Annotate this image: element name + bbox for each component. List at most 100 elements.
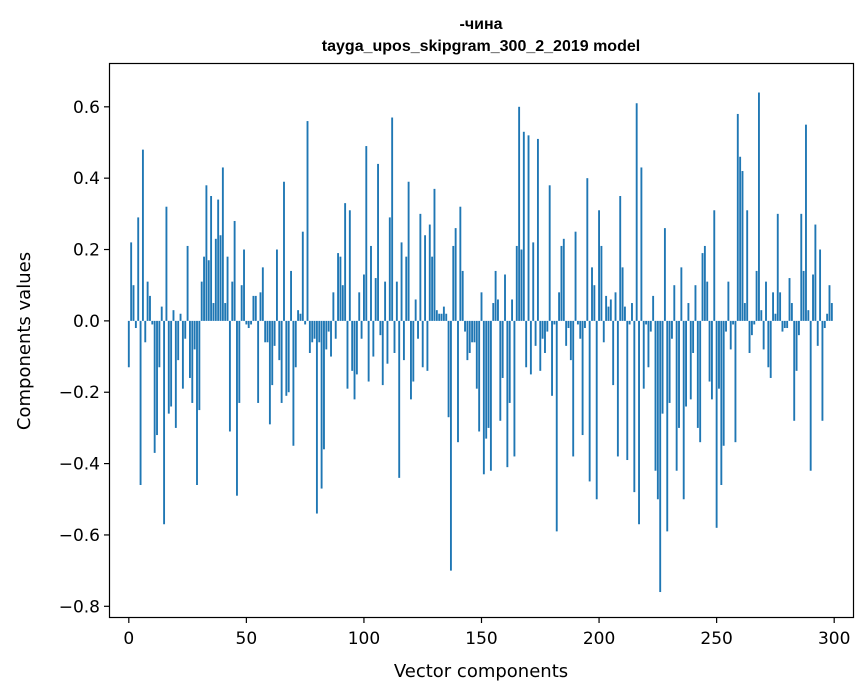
bar (424, 235, 427, 321)
bar (207, 260, 210, 321)
bar (217, 199, 220, 321)
bar (377, 163, 379, 321)
bar (659, 320, 662, 593)
bar (661, 320, 664, 414)
x-tick-label: 300 (818, 629, 850, 649)
bar (706, 281, 709, 321)
bar (184, 320, 187, 339)
bar (158, 320, 161, 368)
bar (685, 320, 687, 407)
bar (172, 310, 175, 321)
bar (351, 320, 354, 371)
bar (668, 320, 671, 403)
bar (160, 306, 163, 321)
bar (671, 320, 673, 339)
bar (304, 320, 307, 325)
bar (567, 320, 570, 329)
bar (802, 270, 805, 321)
bar (729, 320, 732, 350)
bar (139, 320, 142, 485)
bar (278, 320, 281, 361)
bar (203, 256, 205, 321)
bar (325, 320, 328, 350)
bar (595, 320, 598, 500)
bar (536, 138, 539, 321)
bar (692, 320, 695, 353)
bar (779, 292, 782, 321)
bar (210, 196, 213, 321)
bar (398, 320, 401, 478)
bar (506, 320, 509, 468)
bar (532, 242, 535, 321)
bar (250, 320, 253, 325)
bar (360, 320, 363, 339)
bar (485, 320, 488, 439)
bar (640, 167, 643, 321)
bar (739, 156, 742, 321)
bar (346, 320, 349, 389)
bar (638, 320, 640, 525)
bar (774, 313, 777, 321)
bar (311, 320, 314, 343)
bar (454, 228, 457, 321)
bar (153, 320, 156, 453)
bar (703, 245, 706, 321)
bar (612, 320, 615, 386)
bar (191, 320, 194, 403)
bar (748, 320, 751, 353)
bar (654, 320, 657, 471)
x-tick-label: 150 (465, 629, 497, 649)
bar (482, 320, 485, 475)
bar (174, 320, 177, 428)
x-tick-label: 250 (700, 629, 732, 649)
bar (626, 320, 629, 461)
bar (642, 320, 645, 389)
bar (466, 320, 469, 361)
bar (252, 295, 255, 321)
bar (285, 320, 288, 396)
bar (544, 320, 546, 353)
bar (497, 299, 499, 321)
bar (666, 320, 669, 532)
x-axis: 0 50 100 150 200 250 300 (123, 617, 850, 649)
bar (247, 320, 250, 329)
bar (212, 303, 215, 321)
bar (546, 320, 549, 332)
bar (591, 267, 593, 321)
bar (574, 231, 577, 321)
bar (442, 306, 445, 321)
bar (687, 303, 690, 321)
bar (569, 320, 572, 361)
bar (261, 267, 264, 321)
bar (565, 320, 568, 346)
bar (127, 320, 130, 368)
bar (656, 320, 659, 500)
bar (628, 320, 631, 325)
bar (146, 281, 149, 321)
bar (417, 320, 419, 339)
bar (410, 320, 412, 400)
bar (830, 303, 833, 321)
x-tick-label: 50 (236, 629, 258, 649)
bar (781, 320, 784, 332)
bar (287, 320, 290, 393)
bar (332, 292, 335, 321)
bar (553, 320, 556, 325)
bar (233, 220, 236, 321)
bar (809, 320, 812, 471)
bar (144, 320, 147, 343)
bar (562, 238, 565, 321)
bar (156, 320, 158, 436)
bar (522, 131, 525, 321)
bar (134, 320, 137, 329)
bar (348, 210, 351, 321)
bar (292, 320, 295, 446)
bar (649, 320, 652, 332)
bar (525, 320, 528, 368)
bar (355, 320, 358, 375)
bar (421, 320, 424, 368)
bar (600, 245, 603, 321)
bar (701, 253, 704, 321)
bar (593, 285, 596, 321)
